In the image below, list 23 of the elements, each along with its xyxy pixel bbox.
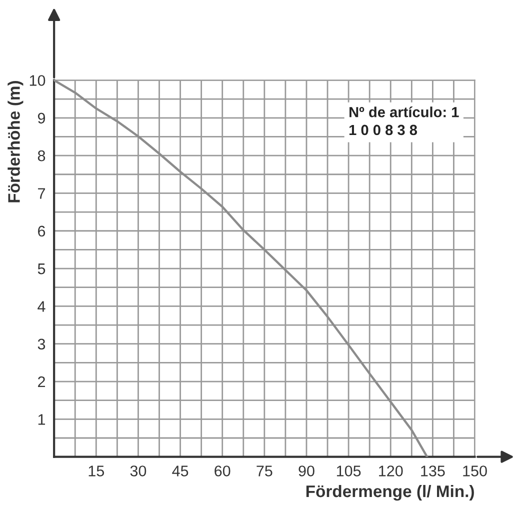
y-axis-title: Förderhöhe (m): [8, 81, 24, 202]
x-tick-label: 45: [172, 466, 188, 476]
x-tick-label: 15: [88, 466, 104, 476]
x-tick-label: 105: [336, 466, 361, 476]
x-tick-label: 120: [379, 466, 403, 476]
y-tick-label: 3: [38, 338, 46, 350]
y-tick-label: 8: [38, 150, 46, 162]
y-tick-label: 9: [38, 112, 46, 124]
x-tick-label: 150: [463, 466, 487, 476]
x-tick-label: 60: [214, 466, 230, 476]
y-tick-label: 2: [38, 376, 45, 388]
x-tick-label: 135: [421, 466, 445, 476]
x-tick-label: 30: [130, 466, 146, 476]
y-tick-label: 7: [38, 188, 45, 199]
x-tick-label: 75: [256, 466, 272, 476]
y-tick-label: 5: [38, 264, 46, 274]
y-tick-label: 4: [38, 301, 46, 312]
x-axis-title: Fördermenge (l/ Min.): [306, 484, 474, 501]
y-tick-label: 1: [38, 414, 45, 425]
annotation: Nº de artículo: 1 1 0 0 8 3 8: [349, 106, 459, 136]
x-tick-label: 90: [298, 466, 314, 476]
y-tick-label: 6: [38, 226, 46, 237]
y-tick-label: 10: [30, 75, 46, 86]
